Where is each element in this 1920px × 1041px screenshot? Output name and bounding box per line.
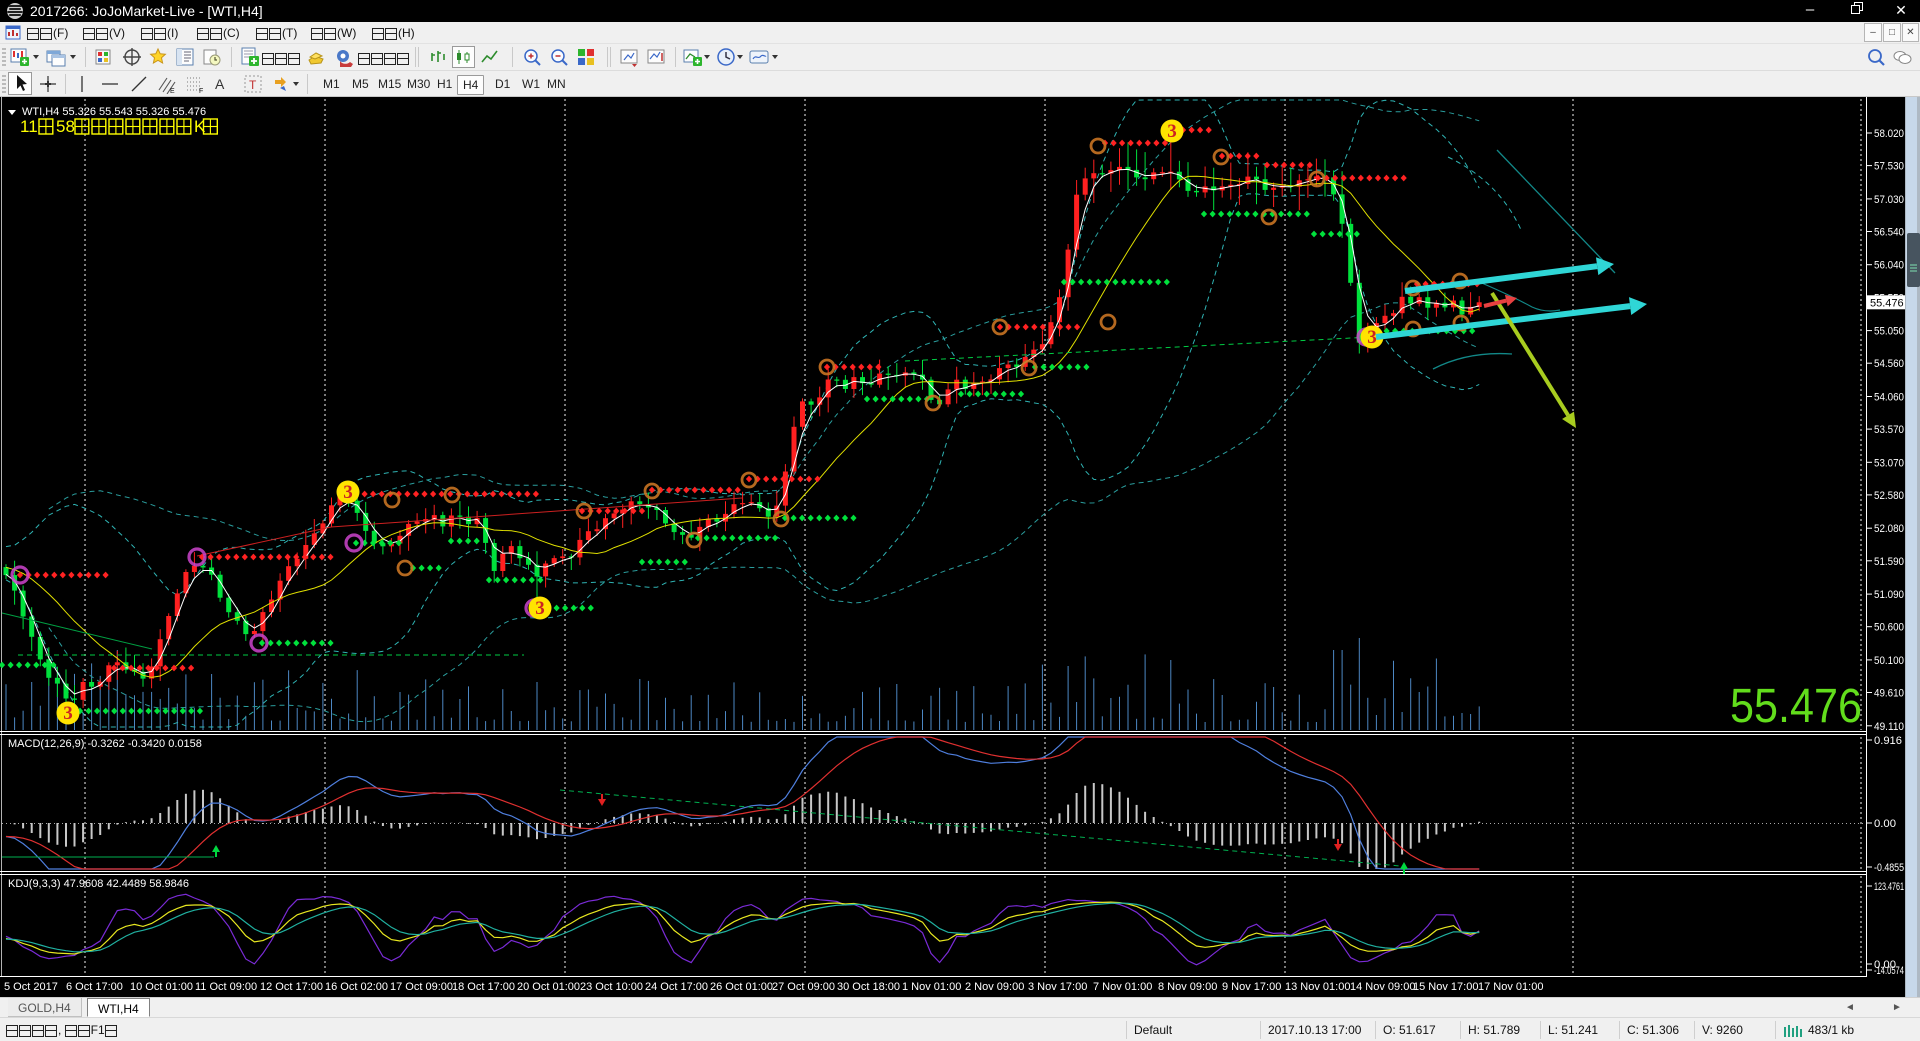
- svg-text:52.580: 52.580: [1874, 490, 1904, 502]
- svg-text:53.570: 53.570: [1874, 424, 1904, 436]
- svg-text:15 Nov 17:00: 15 Nov 17:00: [1413, 981, 1478, 993]
- svg-text:57.030: 57.030: [1874, 194, 1904, 206]
- svg-text:17 Nov 01:00: 17 Nov 01:00: [1478, 981, 1543, 993]
- svg-text:12 Oct 17:00: 12 Oct 17:00: [260, 981, 323, 993]
- svg-text:58: 58: [56, 117, 75, 136]
- svg-text:3: 3: [1167, 121, 1177, 142]
- svg-text:30 Oct 18:00: 30 Oct 18:00: [837, 981, 900, 993]
- svg-text:50.600: 50.600: [1874, 622, 1904, 634]
- svg-text:MACD(12,26,9) -0.3262 -0.3420: MACD(12,26,9) -0.3262 -0.3420 0.0158: [8, 738, 202, 750]
- svg-text:3: 3: [1367, 327, 1377, 348]
- svg-text:51.590: 51.590: [1874, 556, 1904, 568]
- svg-text:58.020: 58.020: [1874, 128, 1904, 140]
- svg-text:5 Oct 2017: 5 Oct 2017: [4, 981, 58, 993]
- svg-text:54.060: 54.060: [1874, 392, 1904, 404]
- svg-text:23 Oct 10:00: 23 Oct 10:00: [580, 981, 643, 993]
- svg-text:WTI,H4 55.326 55.543 55.326 5: WTI,H4 55.326 55.543 55.326 55.476: [22, 106, 206, 118]
- svg-text:55.476: 55.476: [1730, 680, 1862, 733]
- svg-text:11 Oct 09:00: 11 Oct 09:00: [195, 981, 257, 993]
- svg-text:49.110: 49.110: [1874, 721, 1904, 733]
- svg-text:7 Nov 01:00: 7 Nov 01:00: [1093, 981, 1152, 993]
- svg-text:6 Oct 17:00: 6 Oct 17:00: [66, 981, 123, 993]
- svg-text:1 Nov 01:00: 1 Nov 01:00: [902, 981, 961, 993]
- svg-text:0.916: 0.916: [1874, 735, 1902, 747]
- svg-text:-14.0574: -14.0574: [1874, 965, 1904, 977]
- svg-text:2 Nov 09:00: 2 Nov 09:00: [965, 981, 1024, 993]
- svg-text:F: F: [199, 88, 203, 94]
- svg-text:20 Oct 01:00: 20 Oct 01:00: [517, 981, 580, 993]
- svg-text:49.610: 49.610: [1874, 688, 1904, 700]
- svg-text:E: E: [170, 88, 175, 94]
- svg-text:27 Oct 09:00: 27 Oct 09:00: [772, 981, 835, 993]
- svg-text:9 Nov 17:00: 9 Nov 17:00: [1222, 981, 1281, 993]
- svg-text:56.040: 56.040: [1874, 260, 1904, 272]
- svg-text:53.070: 53.070: [1874, 457, 1904, 469]
- svg-text:50.100: 50.100: [1874, 655, 1904, 667]
- svg-text:16 Oct 02:00: 16 Oct 02:00: [325, 981, 388, 993]
- svg-text:14 Nov 09:00: 14 Nov 09:00: [1350, 981, 1415, 993]
- svg-text:55.476: 55.476: [1870, 297, 1904, 309]
- svg-text:56.540: 56.540: [1874, 227, 1904, 239]
- svg-text:0.00: 0.00: [1874, 818, 1896, 830]
- svg-text:13 Nov 01:00: 13 Nov 01:00: [1285, 981, 1350, 993]
- svg-text:55.050: 55.050: [1874, 326, 1904, 338]
- svg-text:T: T: [249, 78, 257, 92]
- svg-text:11: 11: [20, 117, 38, 136]
- svg-text:KDJ(9,3,3) 47.9608 42.4489 58.: KDJ(9,3,3) 47.9608 42.4489 58.9846: [8, 878, 189, 890]
- svg-text:51.090: 51.090: [1874, 589, 1904, 601]
- svg-text:0.00: 0.00: [1874, 959, 1896, 971]
- svg-text:24 Oct 17:00: 24 Oct 17:00: [645, 981, 708, 993]
- svg-text:8 Nov 09:00: 8 Nov 09:00: [1158, 981, 1217, 993]
- svg-text:52.080: 52.080: [1874, 523, 1904, 535]
- svg-text:57.530: 57.530: [1874, 161, 1904, 173]
- svg-text:17 Oct 09:00: 17 Oct 09:00: [390, 981, 453, 993]
- svg-text:3: 3: [343, 482, 353, 503]
- svg-text:3: 3: [63, 703, 73, 724]
- svg-text:18 Oct 17:00: 18 Oct 17:00: [452, 981, 515, 993]
- svg-text:123.4761: 123.4761: [1874, 881, 1904, 893]
- svg-text:10 Oct 01:00: 10 Oct 01:00: [130, 981, 193, 993]
- svg-text:54.560: 54.560: [1874, 358, 1904, 370]
- svg-text:3: 3: [535, 598, 545, 619]
- svg-text:3 Nov 17:00: 3 Nov 17:00: [1028, 981, 1087, 993]
- svg-text:26 Oct 01:00: 26 Oct 01:00: [710, 981, 773, 993]
- svg-text:-0.4855: -0.4855: [1874, 862, 1904, 874]
